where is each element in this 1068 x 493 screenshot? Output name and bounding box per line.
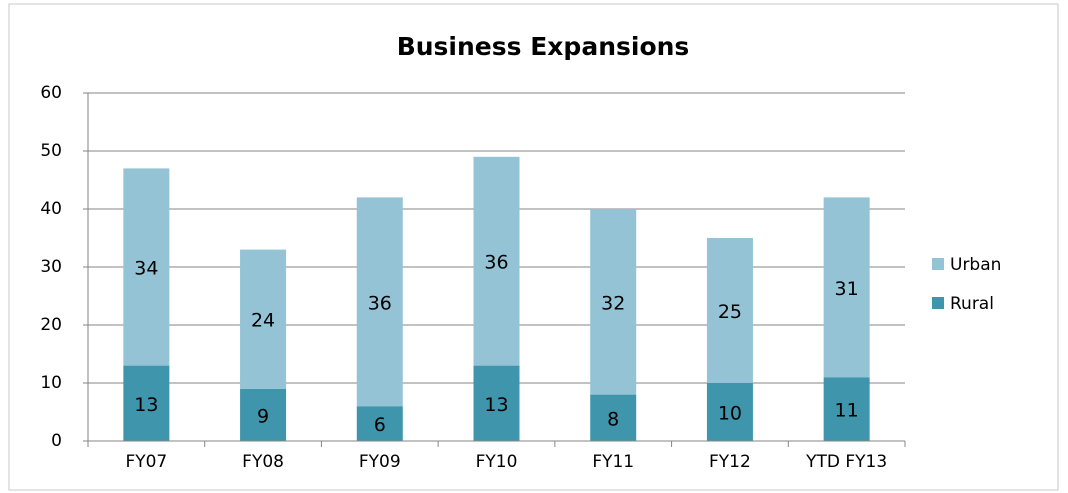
data-label: 34 xyxy=(134,258,158,280)
legend-label: Urban xyxy=(950,255,1001,275)
bar-segment xyxy=(123,365,170,441)
chart-title: Business Expansions xyxy=(397,32,690,61)
data-label: 31 xyxy=(835,278,859,300)
x-tick-label: FY11 xyxy=(592,452,634,472)
data-label: 36 xyxy=(368,292,392,314)
legend-swatch xyxy=(932,258,944,270)
bar-segment xyxy=(590,209,637,395)
x-tick-label: FY12 xyxy=(709,452,751,472)
y-tick-label: 30 xyxy=(40,257,62,277)
data-label: 9 xyxy=(257,405,269,427)
bar-segment xyxy=(123,168,170,366)
data-label: 36 xyxy=(484,252,508,274)
x-tick-label: FY07 xyxy=(125,452,167,472)
data-label: 32 xyxy=(601,292,625,314)
chart-border xyxy=(8,3,1059,491)
bar-segment xyxy=(473,156,520,366)
bar-segment xyxy=(356,197,403,407)
x-tick-label: FY09 xyxy=(359,452,401,472)
data-label: 10 xyxy=(718,403,742,425)
bar-segment xyxy=(356,406,403,441)
data-label: 13 xyxy=(134,394,158,416)
data-label: 13 xyxy=(484,394,508,416)
bar-segment xyxy=(240,388,287,441)
bar-segment xyxy=(590,394,637,441)
data-label: 11 xyxy=(835,400,859,422)
legend-swatch xyxy=(932,297,944,309)
y-tick-label: 40 xyxy=(40,199,62,219)
x-tick-label: FY08 xyxy=(242,452,284,472)
y-tick-label: 10 xyxy=(40,373,62,393)
bar-segment xyxy=(706,383,753,441)
bar-segment xyxy=(823,377,870,441)
bar-segment xyxy=(706,238,753,383)
data-label: 6 xyxy=(374,414,386,436)
y-tick-label: 50 xyxy=(40,141,62,161)
x-tick-label: YTD FY13 xyxy=(805,452,887,472)
y-tick-label: 60 xyxy=(40,83,62,103)
bar-segment xyxy=(240,249,287,389)
bar-segment xyxy=(473,365,520,441)
legend-label: Rural xyxy=(950,294,994,314)
x-tick-label: FY10 xyxy=(476,452,518,472)
data-label: 25 xyxy=(718,301,742,323)
bar-segment xyxy=(823,197,870,378)
y-tick-label: 0 xyxy=(51,431,62,451)
data-label: 8 xyxy=(607,408,619,430)
y-tick-label: 20 xyxy=(40,315,62,335)
data-label: 24 xyxy=(251,310,275,332)
